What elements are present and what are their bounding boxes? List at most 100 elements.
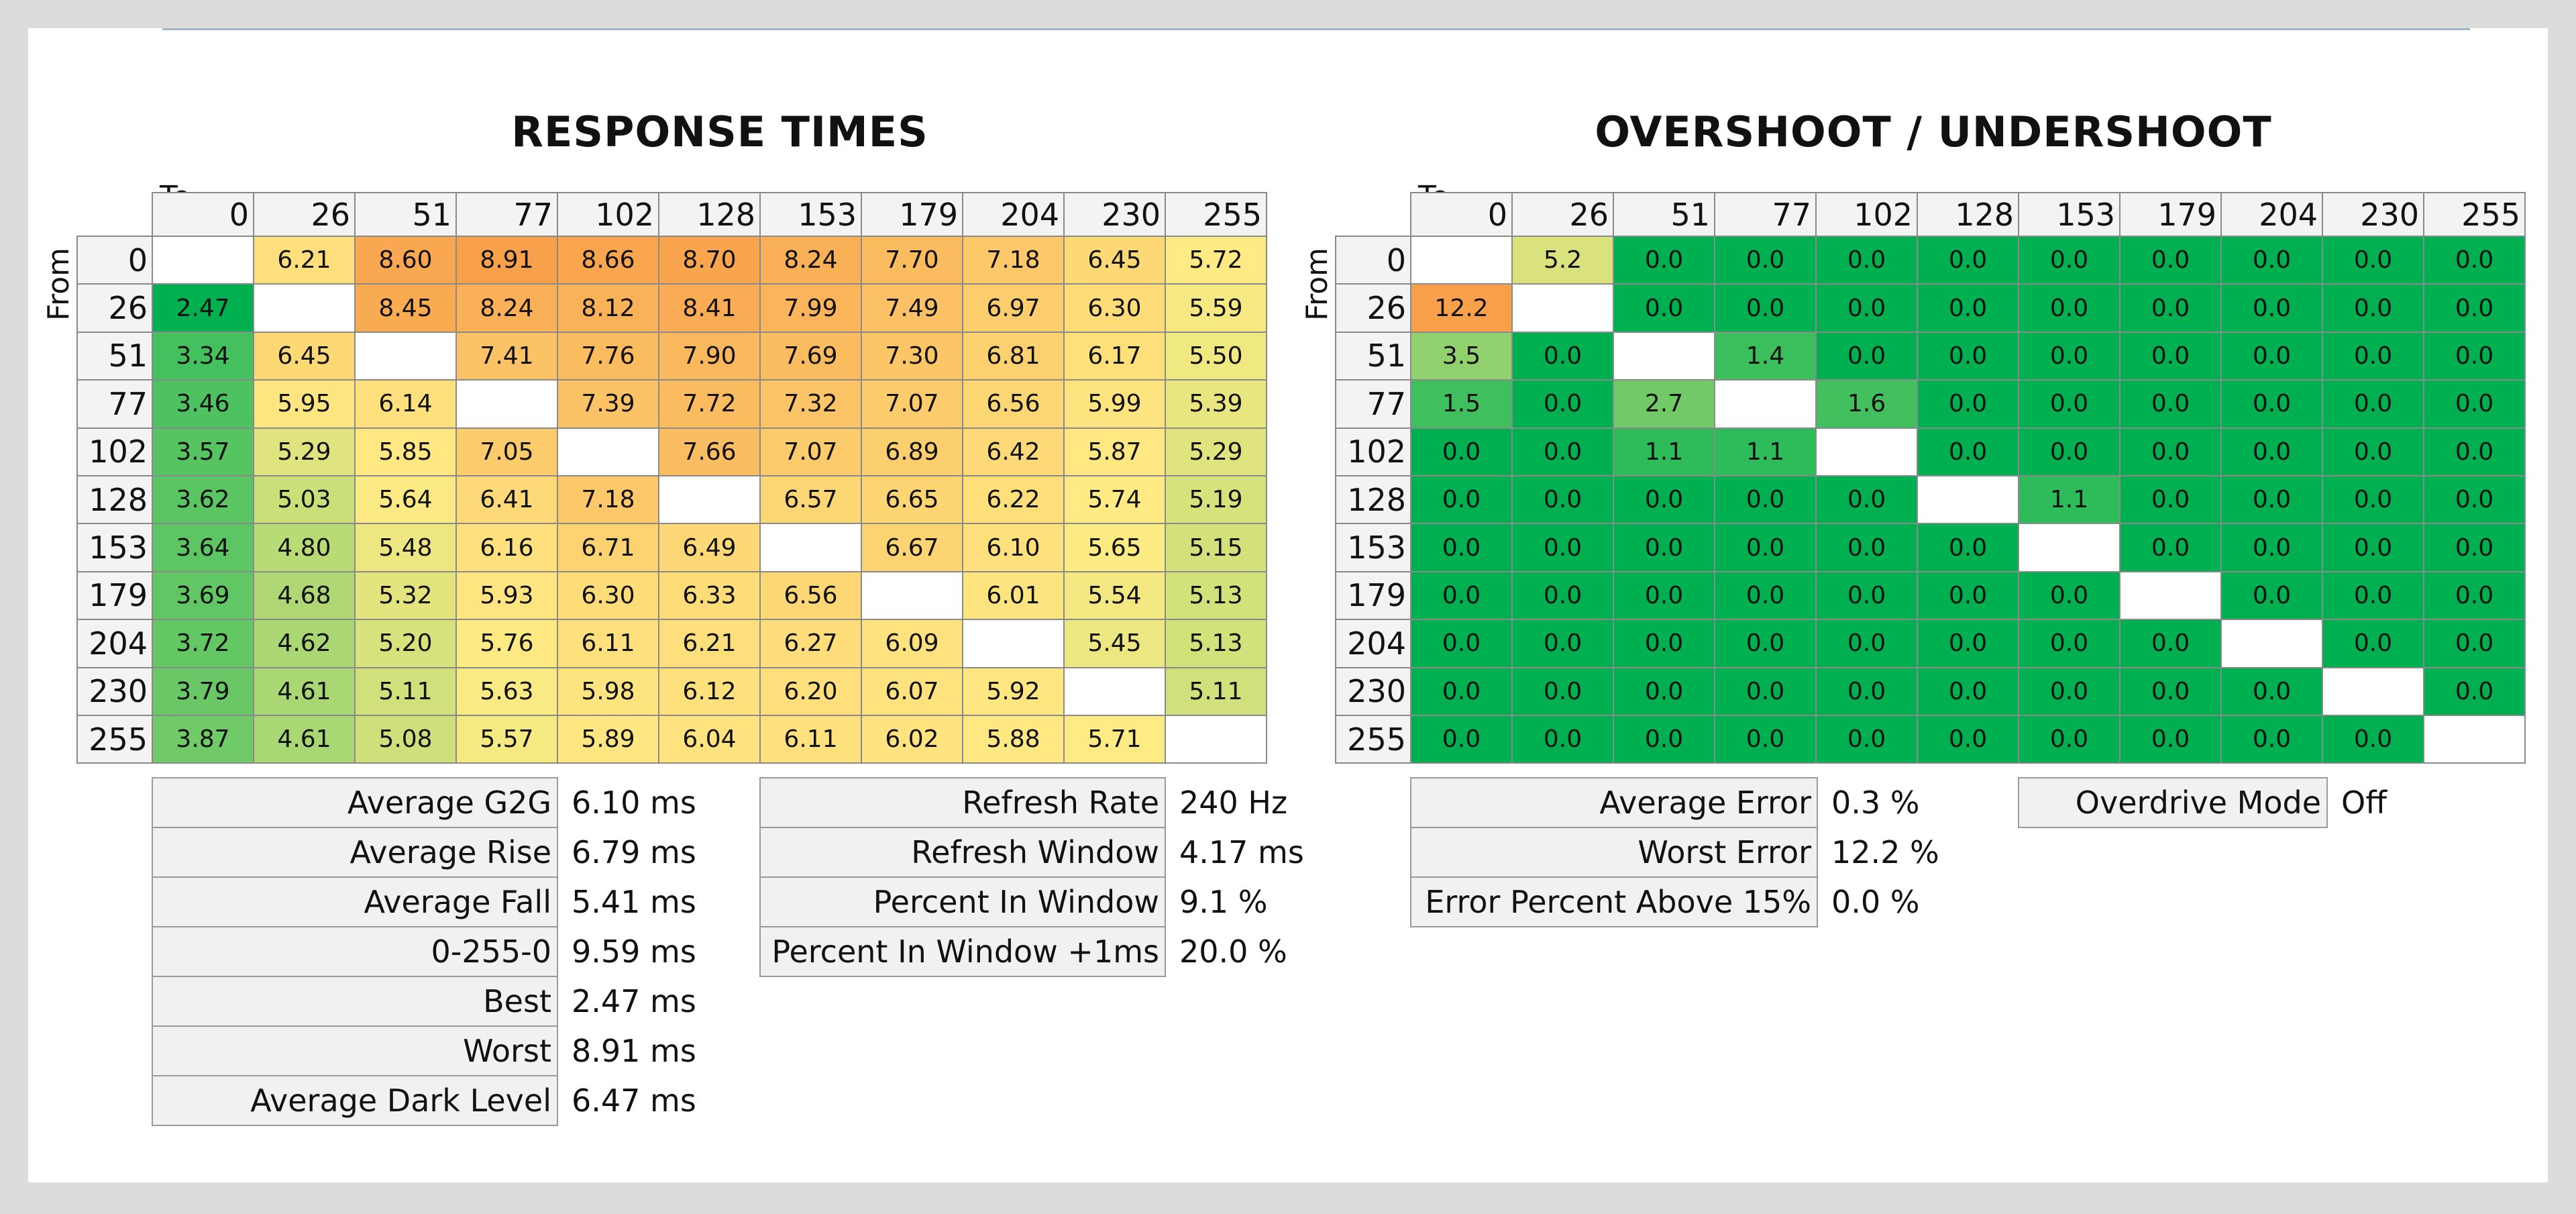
- os-corner: [1336, 193, 1411, 236]
- os-cell: 0.0: [2220, 523, 2323, 572]
- rt-cell: 8.70: [658, 235, 761, 285]
- os-cell: 0.0: [1511, 523, 1614, 572]
- rt-row-header: 128: [76, 474, 153, 525]
- rt-cell: 6.97: [962, 283, 1065, 333]
- os-cell: 0.0: [2018, 331, 2121, 381]
- rt-stat-value: 6.79 ms: [572, 834, 696, 870]
- os-diagonal-cell: [2018, 523, 2121, 572]
- rt-cell: 6.07: [861, 666, 963, 716]
- rt-cell: 7.90: [658, 331, 761, 381]
- rt-from-label: From: [42, 247, 76, 321]
- rt-cell: 5.99: [1063, 379, 1166, 429]
- os-cell: 0.0: [1613, 235, 1715, 285]
- rt-stat-row: Average Fall 5.41 ms: [152, 876, 745, 927]
- rt-cell: 6.11: [557, 619, 659, 668]
- rt-cell: 5.11: [1165, 666, 1267, 716]
- os-cell: 1.1: [1714, 427, 1817, 476]
- rt-diagonal-cell: [152, 235, 254, 285]
- os-col-header: 26: [1511, 192, 1614, 237]
- os-cell: 1.1: [2018, 474, 2121, 525]
- rt-stat-label: Worst: [152, 1025, 558, 1076]
- os-stat-row: Average Error 0.3 %: [1410, 777, 1992, 828]
- os-cell: 0.0: [1511, 379, 1614, 429]
- os-cell: 0.0: [1815, 619, 1918, 668]
- rt-col-header: 26: [253, 192, 356, 237]
- os-cell: 0.0: [1613, 666, 1715, 716]
- rt-cell: 5.65: [1063, 523, 1166, 572]
- rt-cell: 3.87: [152, 714, 254, 764]
- os-row-header: 0: [1335, 235, 1411, 285]
- os-stat-value: 0.3 %: [1831, 785, 1920, 821]
- rt-cell: 8.66: [557, 235, 659, 285]
- rt-cell: 8.41: [658, 283, 761, 333]
- os-diagonal-cell: [2220, 619, 2323, 668]
- os-cell: 0.0: [2119, 474, 2222, 525]
- os-cell: 0.0: [1511, 331, 1614, 381]
- rt-diagonal-cell: [759, 523, 862, 572]
- rt-col-header: 128: [658, 192, 761, 237]
- rt-cell: 5.64: [354, 474, 457, 525]
- rt-cell: 5.92: [962, 666, 1065, 716]
- rt-cell: 6.01: [962, 570, 1065, 621]
- rt-cell: 5.50: [1165, 331, 1267, 381]
- os-cell: 0.0: [2423, 235, 2526, 285]
- os-cell: 5.2: [1511, 235, 1614, 285]
- os-cell: 0.0: [2322, 523, 2424, 572]
- refresh-stat-label: Refresh Rate: [759, 777, 1166, 828]
- rt-cell: 5.63: [455, 666, 558, 716]
- os-cell: 0.0: [2119, 619, 2222, 668]
- os-cell: 0.0: [2018, 235, 2121, 285]
- rt-cell: 6.22: [962, 474, 1065, 525]
- os-cell: 0.0: [1917, 235, 2019, 285]
- rt-cell: 4.61: [253, 714, 356, 764]
- rt-cell: 7.66: [658, 427, 761, 476]
- os-cell: 0.0: [2220, 427, 2323, 476]
- rt-cell: 6.11: [759, 714, 862, 764]
- os-cell: 0.0: [2119, 714, 2222, 764]
- os-cell: 0.0: [2322, 331, 2424, 381]
- rt-diagonal-cell: [658, 474, 761, 525]
- os-col-header: 102: [1815, 192, 1918, 237]
- rt-cell: 7.72: [658, 379, 761, 429]
- os-row-header: 102: [1335, 427, 1411, 476]
- os-cell: 0.0: [2423, 283, 2526, 333]
- os-cell: 0.0: [1815, 474, 1918, 525]
- rt-cell: 6.20: [759, 666, 862, 716]
- rt-cell: 2.47: [152, 283, 254, 333]
- rt-cell: 4.62: [253, 619, 356, 668]
- rt-cell: 6.21: [253, 235, 356, 285]
- rt-diagonal-cell: [253, 283, 356, 333]
- rt-cell: 8.60: [354, 235, 457, 285]
- rt-cell: 6.14: [354, 379, 457, 429]
- rt-cell: 6.17: [1063, 331, 1166, 381]
- rt-cell: 3.34: [152, 331, 254, 381]
- os-row-header: 255: [1335, 714, 1411, 764]
- refresh-stat-row: Refresh Window 4.17 ms: [759, 827, 1353, 878]
- rt-cell: 5.13: [1165, 619, 1267, 668]
- rt-row-header: 0: [76, 235, 153, 285]
- rt-stat-label: Average Fall: [152, 876, 558, 927]
- os-row-header: 153: [1335, 523, 1411, 572]
- os-cell: 0.0: [2322, 427, 2424, 476]
- rt-cell: 7.05: [455, 427, 558, 476]
- rt-cell: 6.27: [759, 619, 862, 668]
- os-cell: 0.0: [2220, 331, 2323, 381]
- rt-col-header: 153: [759, 192, 862, 237]
- os-cell: 0.0: [1410, 474, 1513, 525]
- os-cell: 0.0: [2119, 379, 2222, 429]
- rt-row-header: 77: [76, 379, 153, 429]
- os-cell: 0.0: [1410, 427, 1513, 476]
- rt-cell: 7.99: [759, 283, 862, 333]
- os-cell: 0.0: [2322, 379, 2424, 429]
- rt-col-header: 204: [962, 192, 1065, 237]
- rt-cell: 7.76: [557, 331, 659, 381]
- results-panel: RESPONSE TIMES OVERSHOOT / UNDERSHOOT To…: [28, 28, 2548, 1182]
- refresh-stat-row: Refresh Rate 240 Hz: [759, 777, 1353, 828]
- rt-cell: 7.07: [759, 427, 862, 476]
- os-cell: 0.0: [2322, 474, 2424, 525]
- os-stat-label: Average Error: [1410, 777, 1818, 828]
- rt-cell: 7.70: [861, 235, 963, 285]
- os-row-header: 230: [1335, 666, 1411, 716]
- os-cell: 0.0: [1511, 619, 1614, 668]
- os-cell: 1.1: [1613, 427, 1715, 476]
